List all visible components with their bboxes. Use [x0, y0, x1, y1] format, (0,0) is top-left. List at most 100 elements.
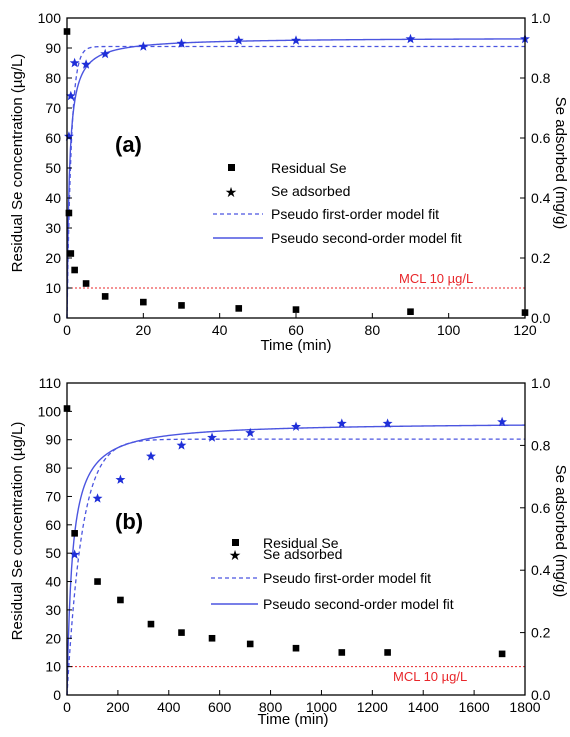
x-axis-title: Time (min)	[260, 337, 331, 354]
residual-se-point	[117, 596, 124, 604]
residual-se-point	[384, 649, 391, 656]
chart-panel-a: 0 20 40 60 80 100 120 0 10 20 30 40 50 60 70 80 90 100 0.0…	[9, 10, 569, 354]
y-axis-right-title: Se adsorbed (mg/g)	[552, 97, 569, 230]
residual-se-point	[82, 280, 90, 287]
legend-label-pso: Pseudo second-order model fit	[271, 230, 462, 246]
legend-marker-adsorbed: ★	[225, 184, 238, 200]
x-tick-label: 800	[259, 699, 283, 715]
plot-frame	[66, 382, 526, 696]
legend-label-adsorbed: Se adsorbed	[263, 546, 342, 562]
legend-label-residual: Residual Se	[263, 535, 339, 551]
se-adsorbed-point	[69, 57, 80, 68]
y-left-tick-label: 10	[45, 280, 61, 296]
se-adsorbed-point	[81, 59, 92, 69]
legend: Residual Se ★ Se adsorbed Pseudo first-o…	[213, 160, 462, 246]
se-adsorbed-point	[138, 41, 149, 51]
y-left-tick-label: 90	[45, 40, 61, 56]
se-adsorbed-point	[291, 35, 301, 45]
x-tick-label: 100	[437, 322, 461, 338]
x-tick-label: 60	[288, 322, 304, 338]
residual-se-point	[147, 620, 155, 628]
x-tick-label: 0	[63, 322, 71, 338]
y-left-tick-label: 10	[45, 659, 61, 675]
se-adsorbed-point	[65, 90, 76, 101]
residual-se-point	[498, 650, 506, 658]
y-left-tick-label: 0	[53, 687, 61, 703]
y-left-tick-label: 60	[45, 130, 61, 146]
se-adsorbed-point	[207, 432, 217, 442]
residual-se-point	[292, 306, 300, 313]
y-left-tick-label: 70	[45, 488, 61, 504]
y-left-tick-label: 100	[38, 10, 62, 26]
se-adsorbed-point	[336, 418, 347, 428]
residual-se-point	[407, 308, 414, 315]
x-tick-label: 40	[212, 322, 228, 338]
y-right-tick-label: 0.8	[531, 70, 551, 86]
y-axis-left-title: Residual Se concentration (µg/L)	[9, 422, 26, 641]
se-adsorbed-point	[176, 38, 187, 48]
y-left-tick-label: 30	[45, 220, 61, 236]
y-right-tick-label: 0.0	[531, 310, 551, 326]
y-right-tick-label: 1.0	[531, 375, 551, 391]
legend-label-adsorbed: Se adsorbed	[271, 183, 350, 199]
x-tick-label: 20	[136, 322, 152, 338]
panel-label: (a)	[115, 132, 142, 157]
x-tick-label: 120	[513, 322, 537, 338]
y-right-tick-label: 0.4	[531, 190, 551, 206]
y-left-tick-label: 40	[45, 190, 61, 206]
se-adsorbed-point	[291, 421, 301, 431]
y-right-tick-label: 0.2	[531, 250, 551, 266]
residual-se-point	[65, 209, 73, 217]
residual-se-point	[235, 305, 243, 312]
legend-marker-residual	[228, 164, 235, 171]
x-tick-label: 0	[63, 699, 71, 715]
pfo-fit-line	[66, 438, 525, 696]
residual-se-point	[101, 293, 109, 300]
y-right-tick-label: 0.4	[531, 562, 551, 578]
y-right-tick-label: 0.6	[531, 500, 551, 516]
y-left-tick-label: 50	[45, 160, 61, 176]
x-tick-label: 600	[208, 699, 232, 715]
y-left-tick-label: 60	[45, 517, 61, 533]
y-left-tick-label: 110	[39, 375, 62, 391]
se-adsorbed-point	[405, 33, 416, 44]
legend-label-pso: Pseudo second-order model fit	[263, 596, 454, 612]
legend-marker-residual	[232, 539, 239, 546]
y-left-tick-label: 50	[45, 545, 61, 561]
x-tick-label: 1600	[459, 699, 490, 715]
y-left-tick-label: 80	[45, 460, 61, 476]
residual-se-point	[178, 629, 185, 636]
residual-se-point	[71, 266, 78, 274]
y-left-tick-label: 20	[45, 250, 61, 266]
se-adsorbed-point	[233, 35, 244, 45]
y-left-tick-label: 80	[45, 70, 61, 86]
y-axis-left-title: Residual Se concentration (µg/L)	[9, 54, 26, 273]
y-left-tick-label: 90	[45, 432, 61, 448]
residual-se-point	[338, 649, 346, 656]
y-left-tick-label: 40	[45, 574, 61, 590]
residual-se-point	[71, 530, 78, 537]
legend-label-residual: Residual Se	[271, 160, 347, 176]
residual-se-point	[292, 644, 300, 652]
se-adsorbed-point	[382, 418, 393, 428]
se-adsorbed-point	[146, 451, 156, 461]
mcl-label: MCL 10 µg/L	[399, 271, 473, 286]
residual-se-point	[208, 634, 216, 642]
legend-label-pfo: Pseudo first-order model fit	[263, 570, 431, 586]
x-tick-label: 200	[106, 699, 130, 715]
x-tick-label: 1000	[306, 699, 337, 715]
y-right-tick-label: 0.2	[531, 625, 551, 641]
x-tick-label: 1400	[408, 699, 439, 715]
y-left-tick-label: 70	[45, 100, 61, 116]
residual-se-point	[246, 640, 254, 648]
se-adsorbed-point	[176, 440, 187, 450]
se-adsorbed-point	[92, 493, 103, 503]
residual-se-point	[67, 250, 75, 257]
se-adsorbed-point	[100, 48, 111, 59]
x-tick-label: 1200	[357, 699, 388, 715]
y-left-tick-label: 100	[38, 403, 62, 419]
x-tick-label: 1800	[509, 699, 540, 715]
chart-panel-b: 0 200 400 600 800 1000 1200 1400 1600 1800 0 10 20 30…	[9, 375, 569, 728]
y-right-tick-label: 0.0	[531, 687, 551, 703]
